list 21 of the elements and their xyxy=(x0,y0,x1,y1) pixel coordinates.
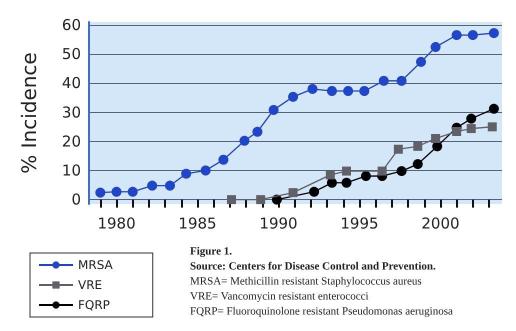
y-tick-label: 20 xyxy=(62,132,81,150)
y-axis-title: % Incidence xyxy=(17,52,41,174)
y-tick-label: 30 xyxy=(62,103,81,122)
x-tick-label: 1980 xyxy=(97,214,136,232)
y-tick-label: 0 xyxy=(71,190,81,209)
source-note: Source: Centers for Disease Control and Prevention. xyxy=(190,260,436,272)
legend-label: MRSA xyxy=(78,258,114,272)
text: VRE= Vancomycin resistant enterococci xyxy=(190,290,369,302)
legend-label: VRE xyxy=(78,278,102,292)
text: FQRP= Fluoroquinolone resistant Pseudomonas aeruginosa xyxy=(190,306,453,318)
x-tick-label: 1990 xyxy=(259,214,298,232)
x-tick-label: 1985 xyxy=(178,214,217,232)
caption: Figure 1. xyxy=(190,246,232,258)
legend-label: FQRP xyxy=(78,298,110,312)
y-tick-label: 40 xyxy=(62,74,81,92)
x-tick-label: 1995 xyxy=(340,214,379,232)
y-tick-label: 10 xyxy=(62,162,81,180)
x-tick-label: 2000 xyxy=(421,214,460,232)
text: MRSA= Methicillin resistant Staphylococcus aureus xyxy=(190,276,422,288)
y-tick-label: 50 xyxy=(62,45,81,64)
y-tick-label: 60 xyxy=(62,16,81,34)
